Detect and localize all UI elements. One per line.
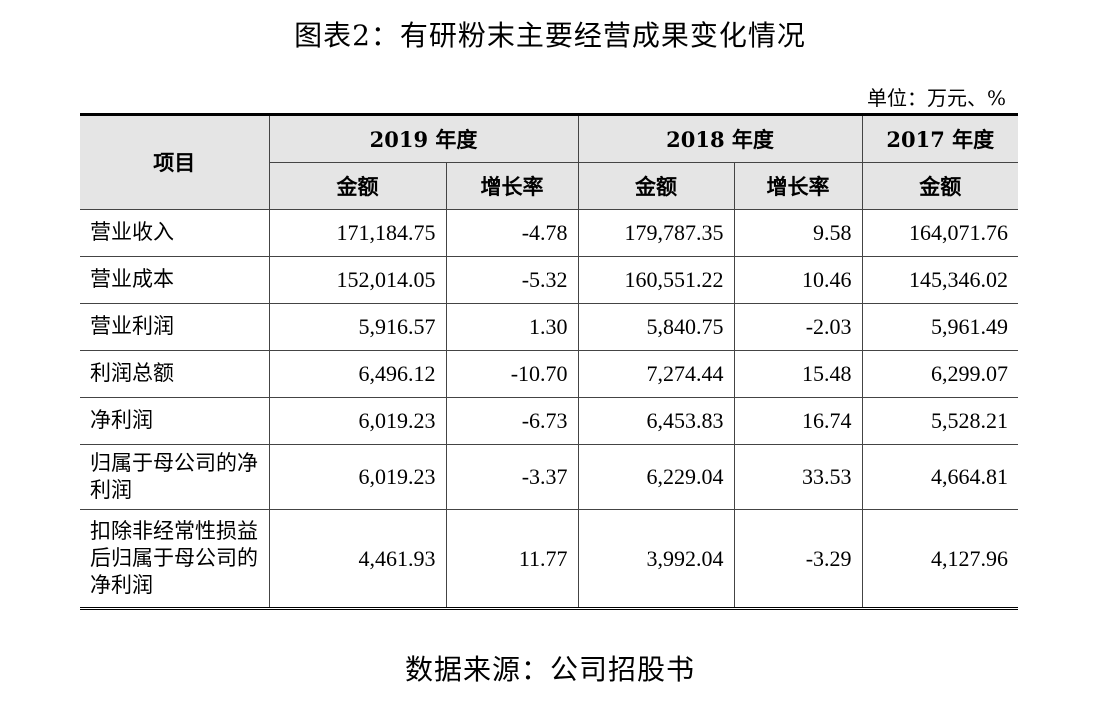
row-label: 净利润: [80, 397, 270, 445]
growth-2019: -10.70: [445, 350, 579, 398]
header-item: 项目: [80, 114, 270, 210]
growth-2018: 33.53: [733, 444, 863, 510]
table-row: 净利润 6,019.23 -6.73 6,453.83 16.74 5,528.…: [80, 397, 1019, 445]
table-body: 营业收入 171,184.75 -4.78 179,787.35 9.58 16…: [80, 209, 1019, 609]
financial-table-container: 项目 2019 年度 2018 年度 2017 年度 金额 增长率 金额 增长率…: [80, 113, 1019, 610]
source-note: 数据来源：公司招股书: [404, 653, 695, 686]
growth-2019: 11.77: [445, 509, 579, 609]
table-row: 营业收入 171,184.75 -4.78 179,787.35 9.58 16…: [80, 209, 1019, 257]
table-header: 项目 2019 年度 2018 年度 2017 年度 金额 增长率 金额 增长率…: [80, 114, 1019, 210]
amount-2019: 6,496.12: [268, 350, 447, 398]
amount-2019: 6,019.23: [268, 397, 447, 445]
growth-2018: 16.74: [733, 397, 863, 445]
header-amount-2019: 金额: [269, 162, 447, 210]
amount-2017: 6,299.07: [861, 350, 1019, 398]
amount-2018: 3,992.04: [577, 509, 735, 609]
growth-2019: -3.37: [445, 444, 579, 510]
amount-2019: 4,461.93: [268, 509, 447, 609]
growth-2018: 10.46: [733, 256, 863, 304]
financial-table: 项目 2019 年度 2018 年度 2017 年度 金额 增长率 金额 增长率…: [80, 113, 1019, 610]
header-year-2018: 2018 年度: [577, 114, 863, 163]
unit-label: 单位：万元、%: [866, 86, 1006, 110]
row-label: 营业收入: [80, 209, 270, 257]
growth-2019: -5.32: [445, 256, 579, 304]
header-amount-2017: 金额: [861, 162, 1019, 210]
header-year-2019: 2019 年度: [268, 114, 579, 163]
row-label: 扣除非经常性损益后归属于母公司的净利润: [80, 509, 270, 609]
amount-2018: 5,840.75: [577, 303, 735, 351]
row-label: 营业利润: [80, 303, 270, 351]
table-row: 营业利润 5,916.57 1.30 5,840.75 -2.03 5,961.…: [80, 303, 1019, 351]
amount-2019: 152,014.05: [268, 256, 447, 304]
table-row: 利润总额 6,496.12 -10.70 7,274.44 15.48 6,29…: [80, 350, 1019, 398]
growth-2019: -4.78: [445, 209, 579, 257]
table-row: 扣除非经常性损益后归属于母公司的净利润 4,461.93 11.77 3,992…: [80, 509, 1019, 609]
amount-2017: 164,071.76: [861, 209, 1019, 257]
growth-2019: -6.73: [445, 397, 579, 445]
header-growth-2019: 增长率: [445, 162, 579, 210]
table-row: 归属于母公司的净利润 6,019.23 -3.37 6,229.04 33.53…: [80, 444, 1019, 510]
header-growth-2018: 增长率: [733, 162, 863, 210]
table-row: 营业成本 152,014.05 -5.32 160,551.22 10.46 1…: [80, 256, 1019, 304]
amount-2017: 145,346.02: [861, 256, 1019, 304]
row-label: 归属于母公司的净利润: [80, 444, 270, 510]
growth-2019: 1.30: [445, 303, 579, 351]
amount-2019: 6,019.23: [268, 444, 447, 510]
amount-2018: 6,229.04: [577, 444, 735, 510]
growth-2018: 15.48: [733, 350, 863, 398]
amount-2017: 5,961.49: [861, 303, 1019, 351]
amount-2019: 5,916.57: [268, 303, 447, 351]
growth-2018: -3.29: [733, 509, 863, 609]
row-label: 利润总额: [80, 350, 270, 398]
row-label: 营业成本: [80, 256, 270, 304]
figure-title: 图表2：有研粉末主要经营成果变化情况: [294, 19, 806, 52]
amount-2018: 179,787.35: [577, 209, 735, 257]
growth-2018: 9.58: [733, 209, 863, 257]
header-amount-2018: 金额: [577, 162, 735, 210]
amount-2017: 5,528.21: [861, 397, 1019, 445]
amount-2018: 7,274.44: [577, 350, 735, 398]
header-year-2017: 2017 年度: [861, 114, 1019, 163]
amount-2018: 6,453.83: [577, 397, 735, 445]
amount-2018: 160,551.22: [577, 256, 735, 304]
growth-2018: -2.03: [733, 303, 863, 351]
amount-2019: 171,184.75: [268, 209, 447, 257]
amount-2017: 4,664.81: [861, 444, 1019, 510]
amount-2017: 4,127.96: [861, 509, 1019, 609]
